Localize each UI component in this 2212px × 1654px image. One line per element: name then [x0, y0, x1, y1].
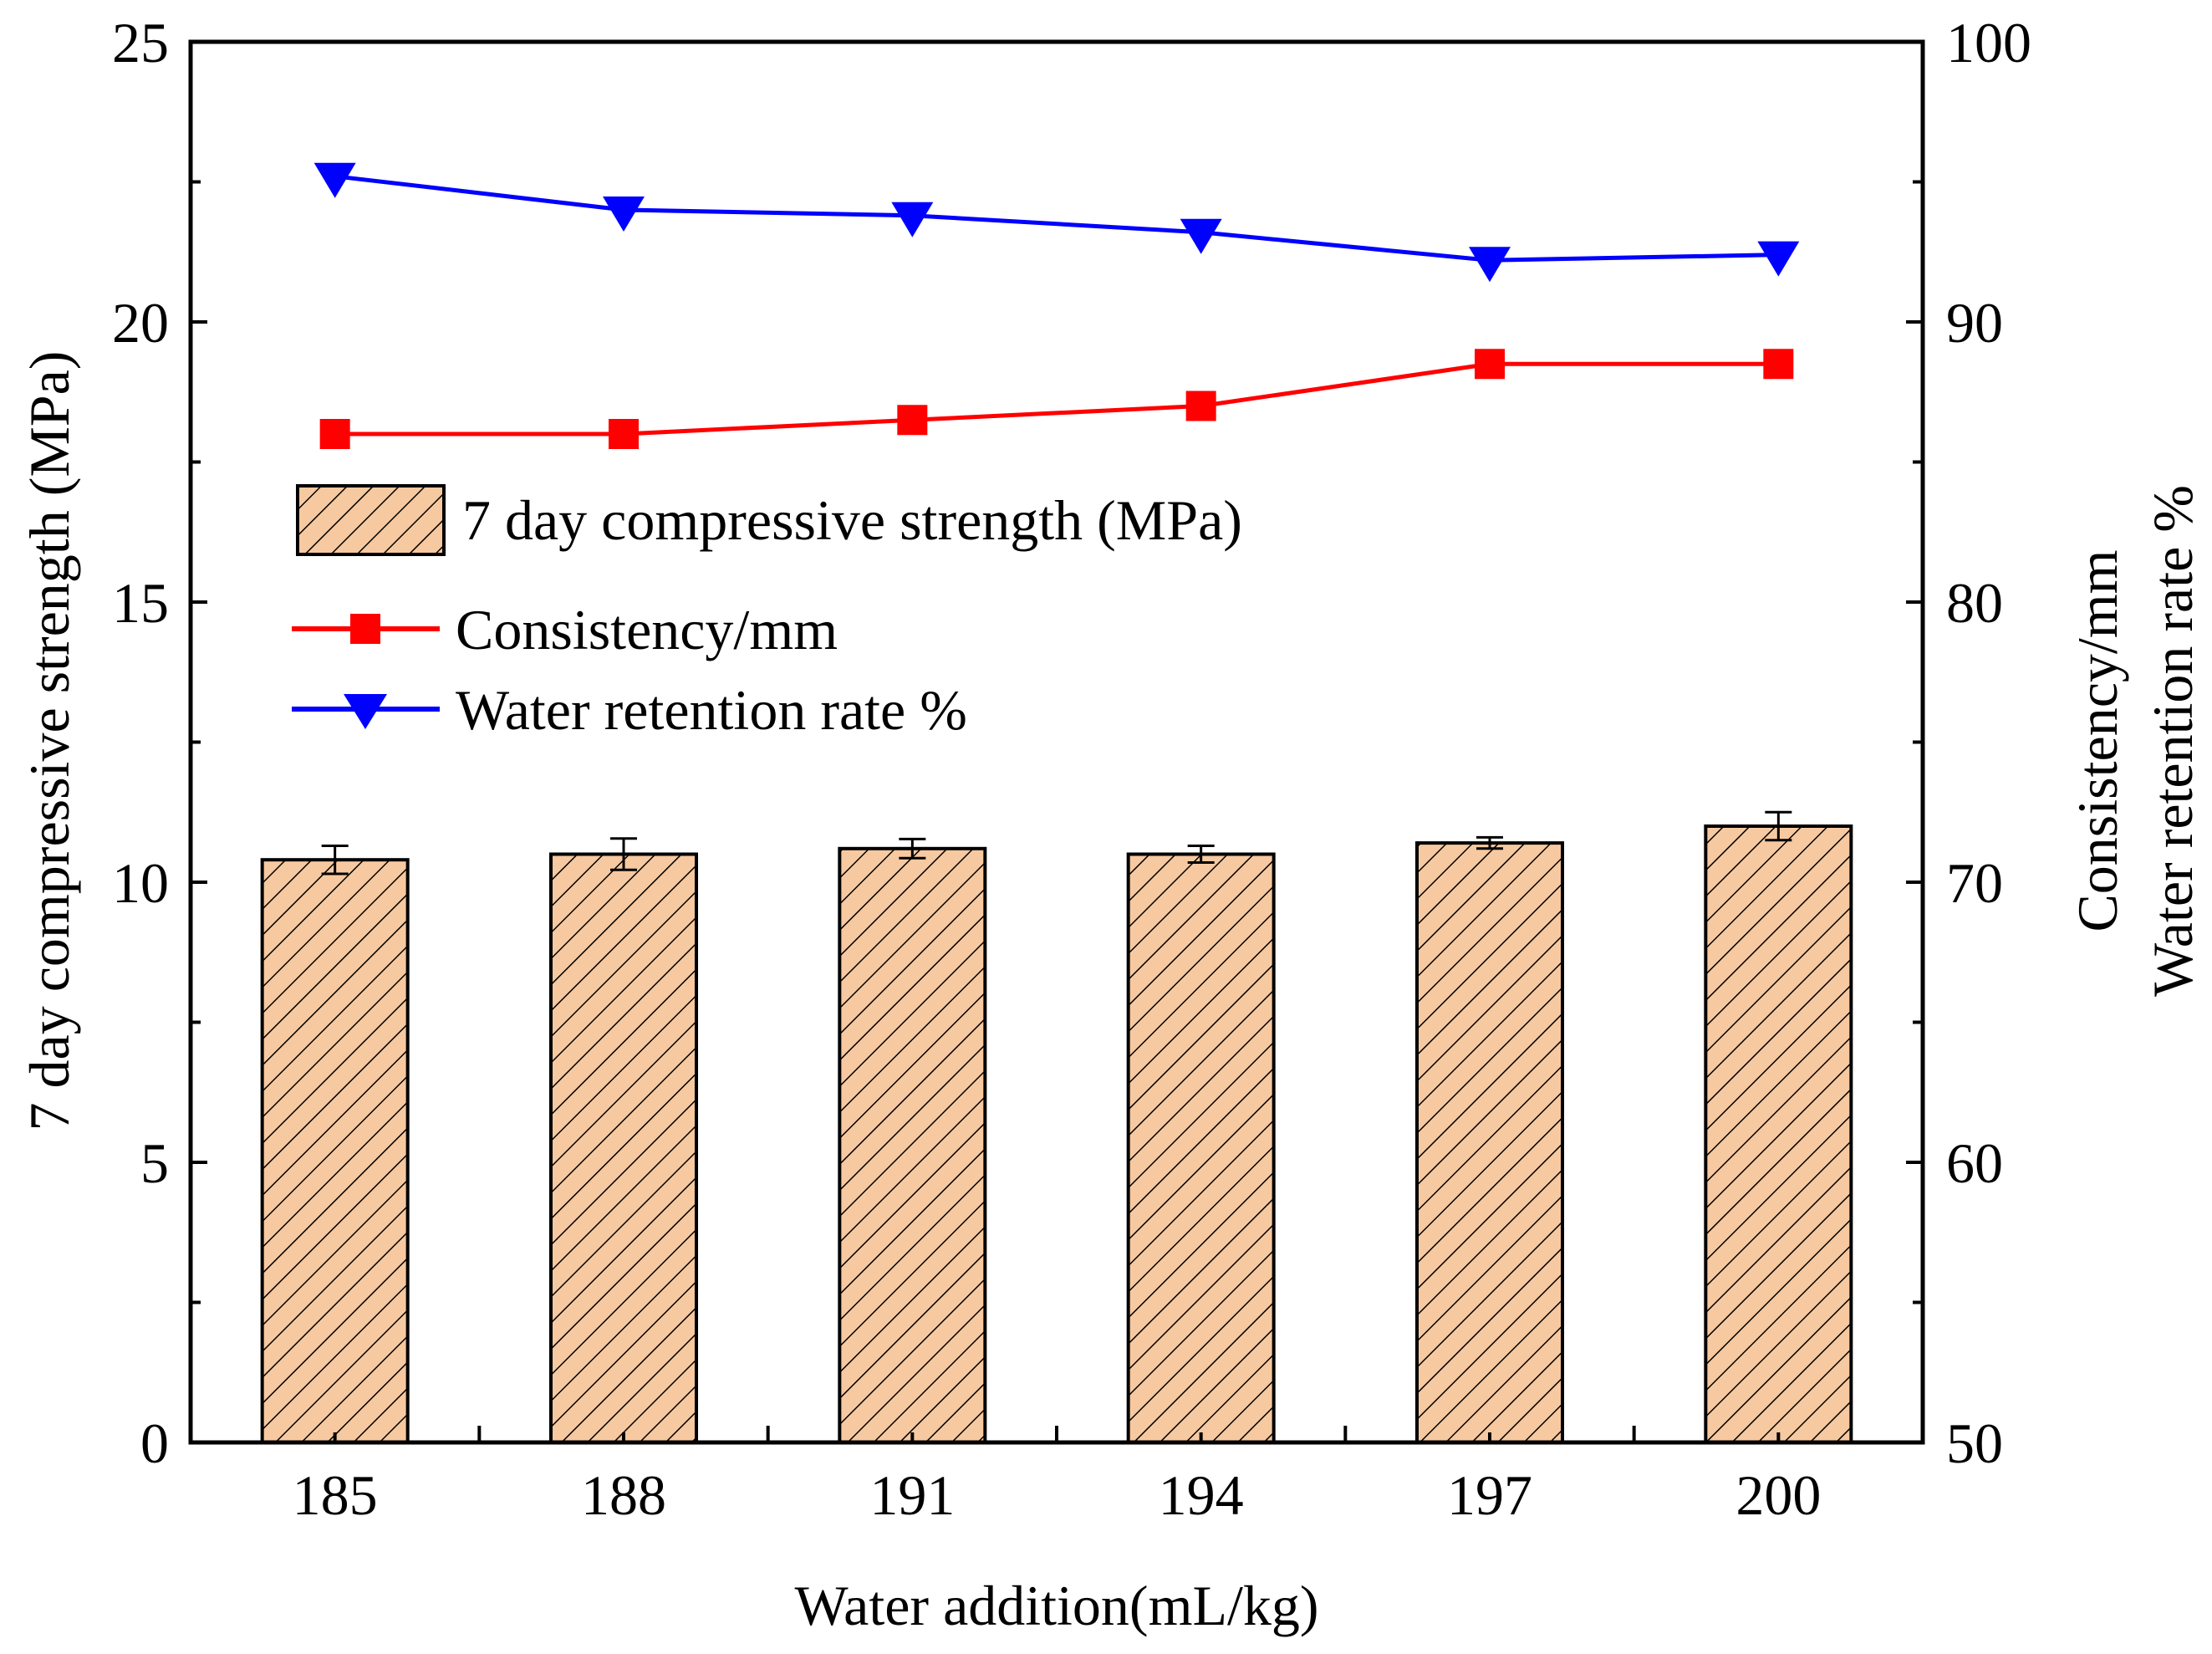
bar-191: [838, 846, 987, 1444]
y-left-tick-label-25: 25: [112, 11, 169, 74]
point-retention-188: [603, 197, 645, 232]
y-axis-left: 0 5 10 15 20 25: [112, 11, 207, 1475]
x-tick-label-200: 200: [1735, 1463, 1821, 1527]
y-right-tick-label-70: 70: [1946, 851, 2003, 915]
legend-label-consistency: Consistency/mm: [456, 598, 838, 661]
point-retention-197: [1469, 247, 1511, 283]
bar-185: [260, 858, 410, 1444]
error-bar-185: [321, 844, 349, 875]
y-axis-left-label: 7 day compressive strength (MPa): [18, 351, 81, 1131]
point-consistency-200: [1763, 349, 1794, 380]
legend-label-retention: Water retention rate %: [456, 678, 967, 742]
y-left-tick-label-10: 10: [112, 851, 169, 915]
series-line-consistency: [334, 361, 1779, 436]
point-consistency-188: [609, 419, 639, 449]
error-bar-197: [1476, 835, 1503, 850]
bar-200: [1704, 824, 1853, 1444]
bar-group: [260, 824, 1853, 1444]
point-retention-194: [1180, 218, 1222, 254]
y-right-tick-label-90: 90: [1946, 291, 2003, 355]
y-right-tick-label-50: 50: [1946, 1412, 2003, 1475]
legend-label-strength: 7 day compressive strength (MPa): [462, 488, 1242, 552]
error-bar-194: [1187, 844, 1215, 865]
y-axis-right-label-retention: Water retention rate %: [2141, 485, 2204, 997]
y-axis-right-label-consistency: Consistency/mm: [2066, 549, 2129, 932]
error-bar-191: [899, 837, 926, 860]
y-left-tick-label-20: 20: [112, 291, 169, 355]
y-axis-right: 50 60 70 80 90 100: [1906, 11, 2031, 1475]
bar-194: [1126, 852, 1276, 1444]
y-left-tick-label-5: 5: [140, 1131, 169, 1195]
legend-item-strength: 7 day compressive strength (MPa): [296, 484, 1242, 556]
point-consistency-194: [1185, 391, 1216, 421]
bar-197: [1415, 841, 1564, 1444]
legend-swatch-strength: [296, 484, 446, 556]
point-retention-191: [891, 202, 934, 237]
y-right-tick-label-80: 80: [1946, 571, 2003, 635]
legend-item-retention: Water retention rate %: [292, 678, 967, 742]
line-group: [313, 162, 1800, 449]
x-axis-label: Water addition(mL/kg): [794, 1574, 1318, 1637]
point-consistency-191: [897, 405, 928, 436]
legend: 7 day compressive strength (MPa) Consist…: [292, 484, 1242, 742]
point-retention-185: [313, 162, 356, 198]
point-consistency-185: [319, 419, 350, 449]
error-bar-200: [1765, 810, 1792, 842]
error-bar-188: [610, 837, 637, 871]
x-tick-label-188: 188: [581, 1463, 666, 1527]
series-line-retention: [334, 174, 1779, 263]
y-left-tick-label-15: 15: [112, 571, 169, 635]
y-right-tick-label-100: 100: [1946, 11, 2031, 74]
y-left-tick-label-0: 0: [140, 1412, 169, 1475]
x-axis: 185 188 191 194 197 200: [189, 1426, 1924, 1527]
point-retention-200: [1757, 241, 1800, 277]
x-tick-label-191: 191: [869, 1463, 955, 1527]
x-tick-label-194: 194: [1159, 1463, 1244, 1527]
legend-item-consistency: Consistency/mm: [292, 598, 838, 661]
plot-area-frame: [188, 39, 1925, 1445]
error-bar-group: [321, 810, 1792, 875]
point-consistency-197: [1475, 349, 1505, 380]
legend-marker-square: [350, 614, 380, 644]
bar-188: [549, 852, 698, 1444]
x-tick-label-197: 197: [1447, 1463, 1532, 1527]
legend-marker-triangle-down: [344, 694, 387, 729]
x-tick-label-185: 185: [293, 1463, 378, 1527]
y-right-tick-label-60: 60: [1946, 1131, 2003, 1195]
